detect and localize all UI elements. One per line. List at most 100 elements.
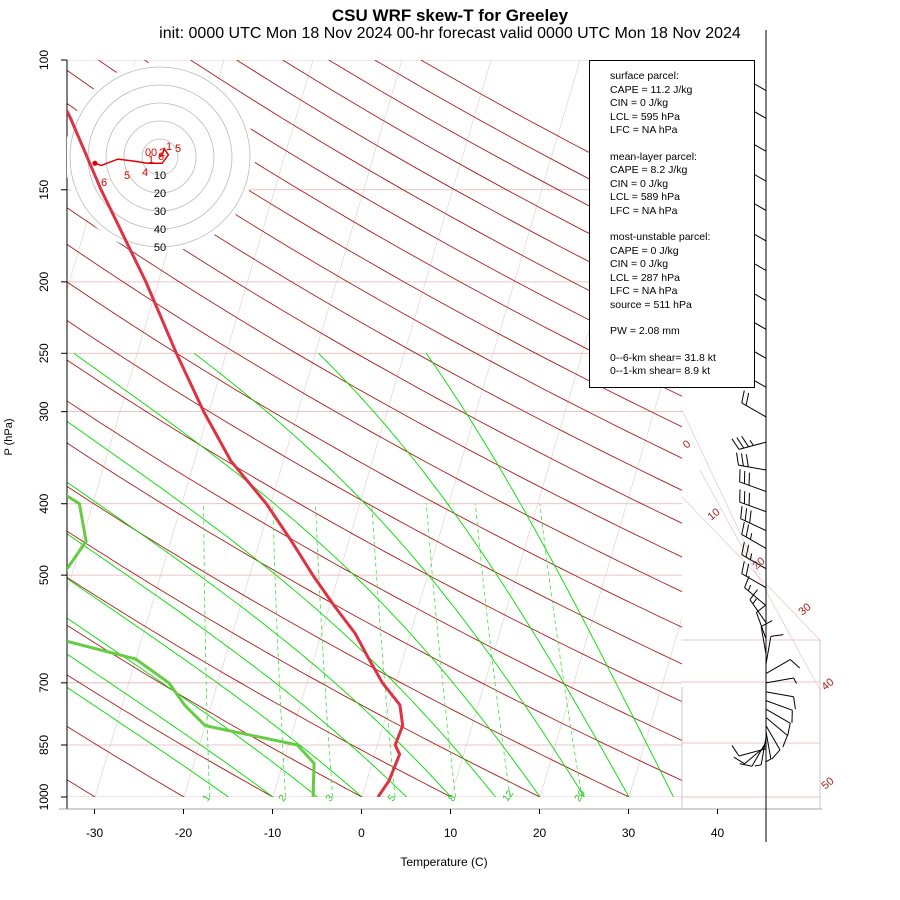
wind-barb-flag bbox=[745, 563, 750, 577]
most-unstable-source: source = 511 hPa bbox=[610, 298, 692, 311]
dry-adiabat bbox=[67, 69, 682, 428]
wind-barb-shaft bbox=[765, 700, 793, 711]
dry-adiabat bbox=[67, 725, 185, 797]
wind-barb-flag bbox=[731, 745, 740, 757]
wind-barb bbox=[760, 620, 773, 655]
wind-barb-half-flag bbox=[754, 764, 762, 767]
hodograph-ring-label: 30 bbox=[154, 206, 166, 218]
hodograph-trace bbox=[94, 146, 170, 167]
mixing-ratio-label: 5 bbox=[386, 793, 398, 804]
wind-barb-shaft bbox=[765, 677, 794, 684]
wind-barb-flag bbox=[760, 620, 773, 628]
wind-barb-half-flag bbox=[749, 553, 753, 560]
mixing-ratio-label: 1 bbox=[201, 793, 213, 804]
wind-barb-shaft bbox=[765, 636, 772, 665]
hodograph-ring bbox=[69, 66, 251, 248]
hodograph-point-label: 0 bbox=[151, 147, 157, 159]
moist-adiabat bbox=[425, 353, 674, 797]
isotherm-label: 10 bbox=[706, 506, 723, 523]
isotherm-line bbox=[896, 60, 900, 797]
mixing-ratio-line bbox=[272, 503, 286, 797]
wind-barb bbox=[739, 489, 767, 513]
wind-barb bbox=[731, 435, 767, 450]
p-tick-label: 200 bbox=[37, 272, 51, 292]
p-tick-label: 850 bbox=[37, 735, 51, 755]
wind-barb bbox=[741, 542, 767, 570]
y-axis-label: P (hPa) bbox=[3, 418, 15, 455]
wind-barb-half-flag bbox=[747, 584, 752, 592]
isotherm-label: 30 bbox=[797, 601, 814, 618]
hodograph-point-label: 2 bbox=[159, 147, 165, 159]
wind-barb bbox=[754, 737, 767, 767]
hodograph-ring-label: 10 bbox=[154, 170, 166, 182]
wind-barb-flag bbox=[736, 452, 739, 466]
most-unstable-lfc: LFC = NA hPa bbox=[610, 285, 678, 297]
p-tick-label: 100 bbox=[37, 50, 51, 70]
wind-barb bbox=[765, 731, 772, 763]
wind-barb-flag bbox=[741, 542, 745, 555]
p-tick-label: 300 bbox=[37, 401, 51, 421]
x-tick-label: 0 bbox=[358, 826, 365, 840]
mean-layer-cape: CAPE = 8.2 J/kg bbox=[610, 164, 688, 176]
wind-barb-flag bbox=[745, 392, 750, 406]
margin-grid-line bbox=[699, 469, 821, 691]
x-tick-label: -10 bbox=[264, 826, 282, 840]
surface-lfc: LFC = NA hPa bbox=[610, 124, 678, 136]
mixing-ratio-line bbox=[203, 503, 210, 797]
wind-barb-flag bbox=[740, 506, 743, 519]
dry-adiabat bbox=[190, 60, 682, 338]
hodograph-ring-label: 20 bbox=[154, 188, 166, 200]
dry-adiabat bbox=[67, 207, 682, 558]
wind-barb-flag bbox=[770, 634, 784, 637]
chart-title: CSU WRF skew-T for Greeley bbox=[331, 6, 569, 25]
wind-barb-half-flag bbox=[793, 677, 798, 684]
wind-barb-flag bbox=[733, 756, 745, 765]
wind-barb-shaft bbox=[765, 717, 788, 736]
moist-adiabat bbox=[67, 420, 496, 797]
isotherm-line bbox=[361, 60, 581, 797]
wind-barb-flag bbox=[741, 390, 745, 404]
wind-barb-shaft bbox=[765, 725, 781, 751]
most-unstable-parcel-section: most-unstable parcel: CAPE = 0 J/kg CIN … bbox=[610, 231, 754, 312]
moist-adiabat bbox=[67, 653, 274, 797]
wind-barb-flag bbox=[745, 524, 750, 538]
mixing-ratio-label: 20 bbox=[573, 788, 589, 804]
wind-barb bbox=[765, 700, 793, 723]
moist-adiabat bbox=[67, 686, 229, 797]
p-tick-label: 1000 bbox=[37, 783, 51, 810]
wind-barb-shaft bbox=[755, 612, 767, 639]
mixing-ratio-line bbox=[425, 503, 456, 797]
wind-barb bbox=[744, 575, 767, 607]
dry-adiabat bbox=[67, 530, 541, 797]
wind-barb bbox=[765, 708, 791, 736]
wind-barb-half-flag bbox=[752, 598, 757, 605]
moist-adiabat bbox=[67, 481, 452, 797]
wind-barb-half-flag bbox=[749, 439, 754, 446]
wind-barb-shaft bbox=[738, 748, 767, 757]
hodograph-point-label: 1 bbox=[166, 141, 172, 153]
dry-adiabat bbox=[67, 171, 682, 524]
most-unstable-cape: CAPE = 0 J/kg bbox=[610, 244, 679, 257]
wind-barb-flag bbox=[745, 454, 749, 467]
hodograph-point-label: 5 bbox=[124, 170, 130, 182]
hodograph-ring bbox=[105, 102, 215, 212]
isotherm-label: 50 bbox=[820, 775, 837, 792]
wind-barb-flag bbox=[749, 589, 758, 601]
p-tick-label: 250 bbox=[37, 343, 51, 363]
mixing-ratio-label: 12 bbox=[501, 788, 517, 804]
p-tick-label: 150 bbox=[37, 179, 51, 199]
hodograph-ring-label: 50 bbox=[154, 242, 166, 254]
wind-barb-flag bbox=[745, 544, 750, 558]
wind-barb-shaft bbox=[765, 731, 772, 760]
wind-barb bbox=[741, 561, 767, 589]
wind-barb-shaft bbox=[739, 501, 767, 513]
wind-barb bbox=[741, 521, 767, 549]
margin-grid-line bbox=[681, 496, 821, 641]
isotherm-label: 40 bbox=[820, 676, 837, 693]
wind-barb-flag bbox=[740, 453, 744, 467]
wind-barb-flag bbox=[736, 437, 745, 449]
wind-barb-half-flag bbox=[749, 533, 753, 540]
margin-grid-line bbox=[681, 409, 761, 576]
wind-barb bbox=[741, 390, 767, 418]
